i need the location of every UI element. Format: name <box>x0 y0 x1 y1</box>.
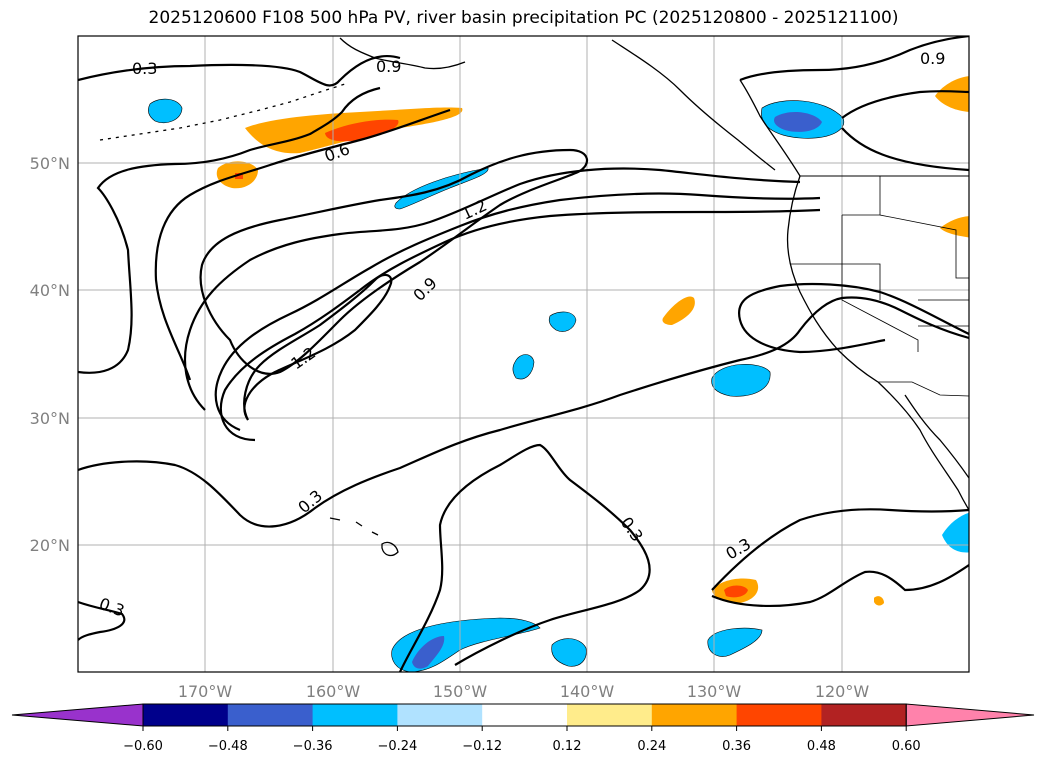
colorbar-segment <box>143 704 229 726</box>
colorbar-tick-label: 0.36 <box>722 739 751 754</box>
lon-axis: 170°W 160°W 150°W 140°W 130°W 120°W <box>178 682 870 701</box>
map-title: 2025120600 F108 500 hPa PV, river basin … <box>148 8 899 28</box>
lon-tick-label: 140°W <box>560 682 615 701</box>
contour-09-outer <box>199 148 588 375</box>
coast-gulf-california <box>904 394 969 479</box>
colorbar-tick-label: −0.48 <box>208 739 248 754</box>
contour-03-se-lower <box>711 564 969 607</box>
colorbar-extend-low <box>11 703 144 727</box>
colorbar-tick-label: −0.60 <box>123 739 163 754</box>
contour-03-south <box>398 443 651 672</box>
lon-tick-label: 130°W <box>687 682 742 701</box>
lat-tick-label: 50°N <box>30 154 70 173</box>
colorbar-segment <box>821 704 907 726</box>
contour-12 <box>219 208 821 442</box>
shade-ne-orange <box>935 76 969 112</box>
colorbar-tick-label: −0.36 <box>293 739 333 754</box>
shade-aleutian-red <box>325 119 399 142</box>
coastlines <box>99 37 969 557</box>
coast-alaska-panhandle <box>611 39 776 171</box>
contour-12-loop <box>243 273 393 421</box>
shade-small-orange <box>874 596 884 606</box>
colorbar-tick-label: −0.24 <box>377 739 417 754</box>
contour-label: 0.9 <box>376 57 401 76</box>
shade-hawaii-darkblue <box>412 636 445 669</box>
colorbar-segment <box>651 704 738 726</box>
shade-blob-147w <box>512 354 535 380</box>
contour-09-middle <box>183 167 801 411</box>
coast-hawaii <box>329 517 399 557</box>
coast-baja <box>877 381 969 511</box>
lat-axis: 50°N 40°N 30°N 20°N <box>30 154 70 555</box>
coast-us-west <box>786 175 879 383</box>
map-frame <box>77 35 970 673</box>
coast-alaska-peninsula <box>339 37 466 70</box>
gridlines <box>78 36 969 672</box>
map-background <box>78 36 969 672</box>
lon-tick-label: 150°W <box>433 682 488 701</box>
contour-03-northwest <box>78 86 381 374</box>
contour-06 <box>154 108 451 381</box>
border-us-mexico <box>878 381 969 397</box>
border-us-states <box>790 176 969 352</box>
lat-tick-label: 40°N <box>30 281 70 300</box>
colorbar-segment <box>397 704 483 726</box>
shade-bc-darkblue <box>774 111 822 132</box>
colorbar: −0.60 −0.48 −0.36 −0.24 −0.12 0.12 0.24 0.36 0.4… <box>11 703 1035 754</box>
colorbar-tick-label: 0.12 <box>553 739 582 754</box>
shade-coast-orange <box>940 216 969 238</box>
shade-blob-140w <box>548 311 577 332</box>
contour-label: 0.9 <box>920 49 945 68</box>
colorbar-tick-label: −0.12 <box>462 739 502 754</box>
coast-bc <box>739 79 801 177</box>
colorbar-tick-label: 0.24 <box>637 739 666 754</box>
colorbar-tick-label: 0.60 <box>892 739 921 754</box>
shade-blob-128w <box>711 363 771 397</box>
shade-mid-orange <box>662 296 695 325</box>
contour-09-inner <box>214 192 821 432</box>
shade-blob-141w <box>551 638 587 667</box>
colorbar-segment <box>312 704 398 726</box>
lon-tick-label: 160°W <box>306 682 361 701</box>
contour-03-east <box>737 282 969 354</box>
contour-03-north <box>78 54 401 87</box>
pv-contours <box>78 36 969 672</box>
shade-se-blue <box>942 512 969 553</box>
shade-blob-170w <box>148 98 183 124</box>
lon-tick-label: 120°W <box>815 682 870 701</box>
colorbar-segment <box>482 704 568 726</box>
lat-tick-label: 20°N <box>30 536 70 555</box>
colorbar-segment <box>567 704 653 726</box>
contour-03-se <box>711 508 969 591</box>
colorbar-outline <box>142 703 907 727</box>
contour-09-ne-loop <box>841 90 969 172</box>
lon-tick-label: 170°W <box>178 682 233 701</box>
shade-south-red <box>724 585 748 598</box>
colorbar-segment <box>736 704 822 726</box>
colorbar-segment <box>227 704 314 726</box>
colorbar-tick-label: 0.48 <box>807 739 836 754</box>
contour-09-ne <box>739 36 969 82</box>
contour-03-sw <box>78 600 126 641</box>
lat-tick-label: 30°N <box>30 409 70 428</box>
contour-label: 0.3 <box>132 59 157 78</box>
contour-03-central <box>78 296 969 528</box>
colorbar-extend-high <box>905 703 1035 727</box>
